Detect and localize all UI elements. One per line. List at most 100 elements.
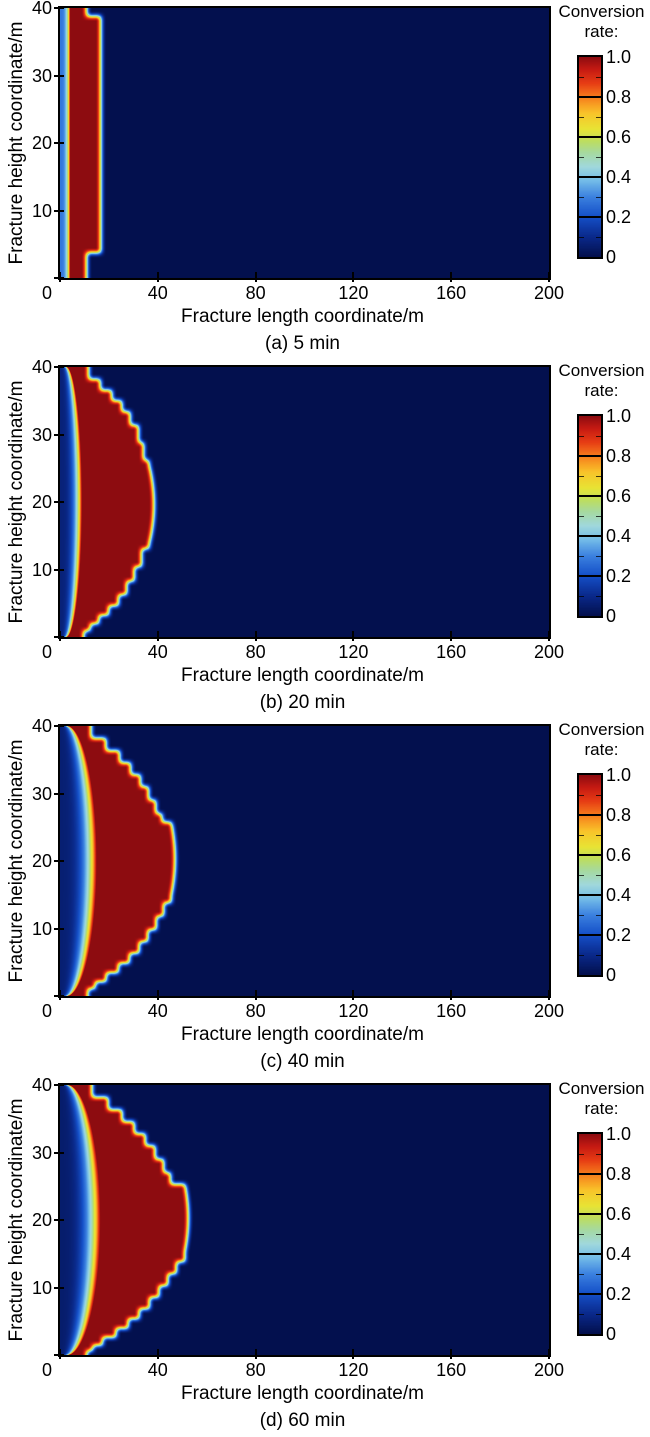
colorbar-minor-tick bbox=[596, 77, 601, 78]
y-tick-mark bbox=[54, 568, 64, 571]
colorbar-major-tick bbox=[579, 176, 601, 178]
colorbar-major-tick bbox=[579, 1173, 601, 1175]
colorbar-tick-label: 0.8 bbox=[606, 1164, 632, 1184]
x-tick-label: 120 bbox=[338, 1360, 369, 1380]
colorbar-minor-tick bbox=[579, 476, 584, 477]
colorbar-major-tick bbox=[579, 1293, 601, 1295]
colorbar-minor-tick bbox=[596, 1274, 601, 1275]
colorbar-major-tick bbox=[579, 96, 601, 98]
colorbar-tick-label: 0.6 bbox=[606, 845, 632, 865]
y-tick-label: 30 bbox=[31, 65, 52, 86]
colorbar-title-line2: rate: bbox=[584, 1099, 619, 1118]
y-tick-mark bbox=[54, 7, 64, 9]
x-tick-mark bbox=[548, 1349, 550, 1359]
x-tick-mark bbox=[59, 631, 61, 641]
y-tick-label: 0 bbox=[41, 283, 52, 303]
colorbar-major-tick bbox=[579, 136, 601, 138]
colorbar-minor-tick bbox=[579, 556, 584, 557]
colorbar-major-tick bbox=[579, 455, 601, 457]
colorbar-minor-tick bbox=[596, 875, 601, 876]
colorbar-tick-label: 0.8 bbox=[606, 87, 632, 107]
x-tick-mark bbox=[156, 1349, 159, 1359]
colorbar bbox=[577, 773, 603, 977]
y-tick-mark bbox=[54, 1219, 64, 1221]
colorbar-tick-label: 0.8 bbox=[606, 446, 632, 466]
y-tick-label: 10 bbox=[31, 918, 52, 939]
colorbar bbox=[577, 414, 603, 618]
x-tick-label: 40 bbox=[147, 642, 168, 662]
colorbar-minor-tick bbox=[596, 795, 601, 796]
colorbar-tick-label: 0.8 bbox=[606, 805, 632, 825]
heatmap-plot bbox=[58, 6, 551, 280]
y-tick-mark bbox=[54, 142, 64, 144]
colorbar-major-tick bbox=[579, 1213, 601, 1215]
colorbar-tick-label: 0 bbox=[606, 965, 617, 985]
y-tick-label: 40 bbox=[31, 357, 52, 377]
colorbar-major-tick bbox=[579, 535, 601, 537]
colorbar-major-tick bbox=[579, 495, 601, 497]
x-tick-label: 120 bbox=[338, 1001, 369, 1021]
panel-d-60min: Fracture height coordinate/m 0 10 20 30 40 40… bbox=[0, 1075, 650, 1436]
x-axis-title: Fracture length coordinate/m bbox=[181, 665, 424, 686]
panel-caption: (a) 5 min bbox=[265, 333, 340, 354]
x-tick-label: 40 bbox=[147, 283, 168, 303]
colorbar-title-line2: rate: bbox=[584, 22, 619, 41]
x-tick-mark bbox=[254, 631, 257, 641]
y-tick-mark bbox=[54, 1286, 64, 1289]
panel-b-20min: Fracture height coordinate/m 0 10 20 30 40 40… bbox=[0, 357, 650, 718]
x-tick-label: 200 bbox=[533, 642, 565, 662]
colorbar-minor-tick bbox=[579, 1274, 584, 1275]
x-tick-label: 200 bbox=[533, 1360, 565, 1380]
colorbar-tick-label: 1.0 bbox=[606, 1124, 632, 1144]
y-tick-label: 0 bbox=[41, 1360, 52, 1380]
heatmap-plot bbox=[58, 724, 551, 998]
heatmap-plot bbox=[58, 1083, 551, 1357]
panel-a-5min: Fracture height coordinate/m 0 10 20 30 40 40… bbox=[0, 0, 650, 359]
y-tick-label: 30 bbox=[31, 424, 52, 445]
y-tick-mark bbox=[54, 1084, 64, 1086]
x-tick-mark bbox=[450, 272, 453, 282]
colorbar-minor-tick bbox=[596, 476, 601, 477]
colorbar-minor-tick bbox=[596, 436, 601, 437]
x-tick-label: 80 bbox=[245, 1001, 266, 1021]
y-tick-mark bbox=[54, 501, 64, 503]
colorbar-minor-tick bbox=[579, 955, 584, 956]
colorbar-minor-tick bbox=[596, 835, 601, 836]
y-tick-label: 40 bbox=[31, 0, 52, 18]
y-tick-mark bbox=[54, 860, 64, 862]
x-axis-title: Fracture length coordinate/m bbox=[181, 306, 424, 327]
y-tick-mark bbox=[54, 725, 64, 727]
x-tick-mark bbox=[352, 272, 355, 282]
heatmap-canvas bbox=[60, 367, 549, 637]
colorbar bbox=[577, 55, 603, 259]
x-axis-title: Fracture length coordinate/m bbox=[181, 1024, 424, 1045]
colorbar bbox=[577, 1132, 603, 1336]
y-tick-label: 0 bbox=[41, 642, 52, 662]
x-tick-label: 120 bbox=[338, 283, 369, 303]
colorbar-minor-tick bbox=[579, 436, 584, 437]
y-tick-mark bbox=[54, 366, 64, 368]
heatmap-canvas bbox=[60, 726, 549, 996]
colorbar-title-line2: rate: bbox=[584, 381, 619, 400]
x-tick-mark bbox=[548, 272, 550, 282]
colorbar-minor-tick bbox=[579, 875, 584, 876]
colorbar-minor-tick bbox=[596, 157, 601, 158]
colorbar-minor-tick bbox=[596, 1234, 601, 1235]
x-tick-label: 200 bbox=[533, 1001, 565, 1021]
colorbar-minor-tick bbox=[579, 596, 584, 597]
colorbar-tick-label: 0 bbox=[606, 247, 617, 267]
colorbar-minor-tick bbox=[596, 117, 601, 118]
colorbar-title-line2: rate: bbox=[584, 740, 619, 759]
x-tick-label: 120 bbox=[338, 642, 369, 662]
colorbar-minor-tick bbox=[596, 955, 601, 956]
panel-caption: (c) 40 min bbox=[260, 1051, 345, 1072]
y-tick-mark bbox=[54, 927, 64, 930]
x-tick-mark bbox=[450, 990, 453, 1000]
colorbar-minor-tick bbox=[579, 197, 584, 198]
y-tick-mark bbox=[54, 209, 64, 212]
colorbar-minor-tick bbox=[596, 1194, 601, 1195]
colorbar-gradient bbox=[579, 57, 601, 257]
colorbar-minor-tick bbox=[579, 516, 584, 517]
colorbar-minor-tick bbox=[596, 237, 601, 238]
colorbar-gradient bbox=[579, 416, 601, 616]
